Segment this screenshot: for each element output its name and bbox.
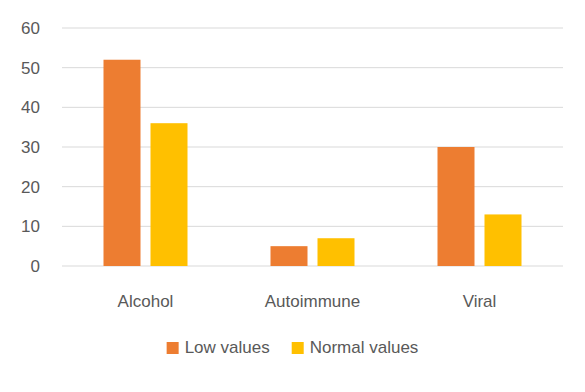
chart-svg: 0 10 20 30 40 50 60 Alcohol Autoimmune Viral Low v…	[0, 0, 585, 392]
legend-label: Low values	[185, 338, 270, 357]
x-tick-label: Autoimmune	[265, 292, 360, 311]
y-tick-label: 50	[21, 59, 40, 78]
legend-swatch	[167, 342, 179, 354]
y-tick-label: 10	[21, 217, 40, 236]
bar	[151, 123, 188, 266]
bar	[104, 60, 141, 266]
y-tick-label: 0	[31, 257, 40, 276]
bar	[485, 214, 522, 266]
bar	[271, 246, 308, 266]
bars	[104, 60, 522, 266]
bar	[318, 238, 355, 266]
bar	[438, 147, 475, 266]
chart-container: 0 10 20 30 40 50 60 Alcohol Autoimmune Viral Low v…	[0, 0, 585, 392]
legend: Low values Normal values	[167, 338, 419, 357]
y-tick-label: 20	[21, 178, 40, 197]
y-tick-label: 40	[21, 98, 40, 117]
y-tick-label: 60	[21, 19, 40, 38]
legend-swatch	[292, 342, 304, 354]
grid-line	[62, 28, 563, 29]
y-tick-label: 30	[21, 138, 40, 157]
x-tick-label: Viral	[463, 292, 497, 311]
legend-label: Normal values	[310, 338, 419, 357]
x-tick-label: Alcohol	[118, 292, 174, 311]
